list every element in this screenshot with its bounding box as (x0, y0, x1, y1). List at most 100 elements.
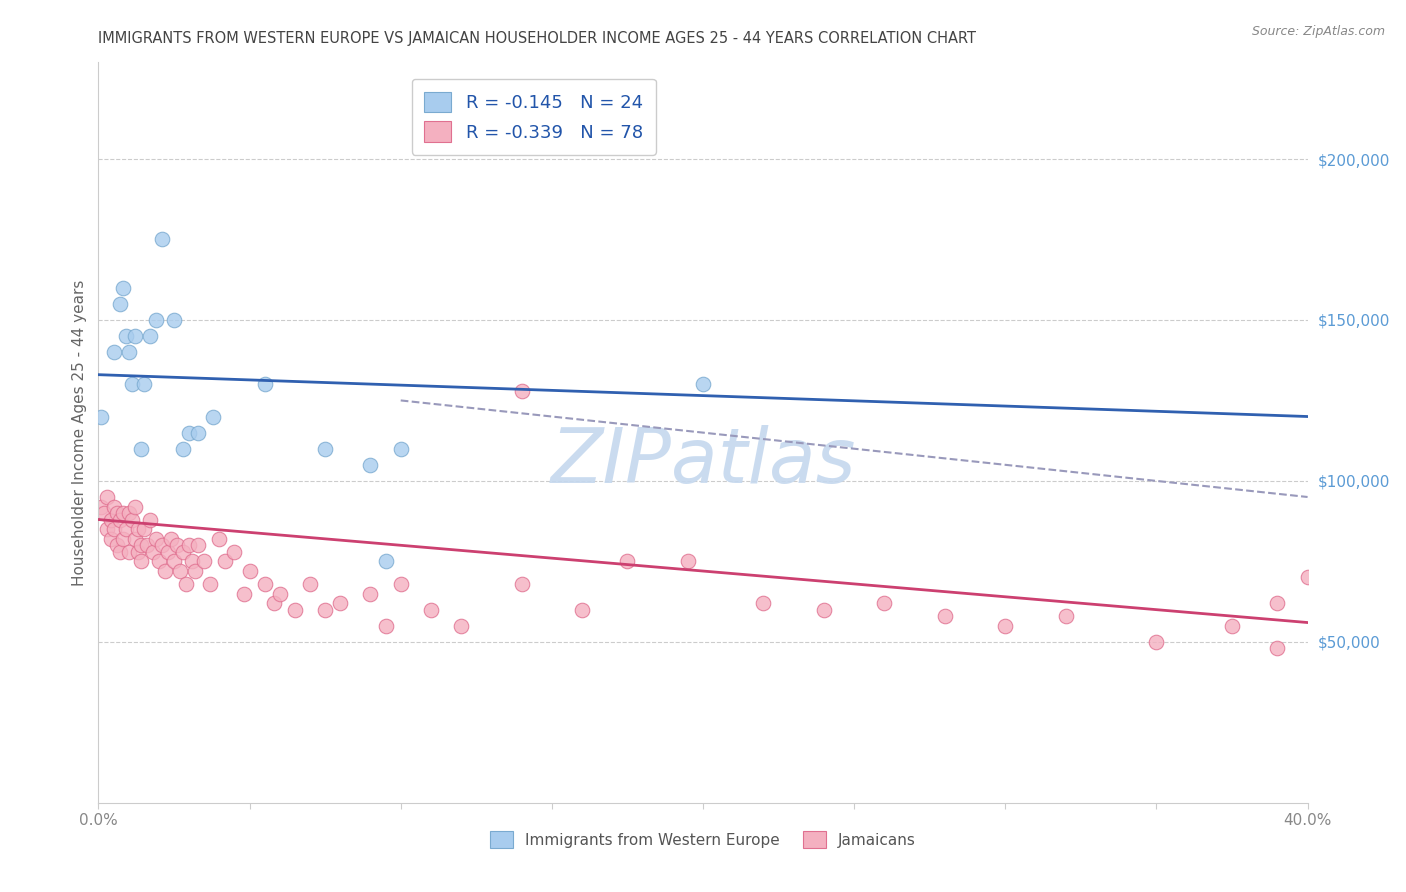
Point (510, 577, 533, 591)
Point (314, 442, 336, 456)
Point (96, 522, 118, 536)
Point (93, 506, 115, 520)
Point (692, 377, 714, 392)
Point (1220, 619, 1243, 633)
Point (105, 538, 128, 552)
Point (676, 554, 699, 568)
Point (114, 522, 136, 536)
Point (813, 602, 835, 616)
Text: IMMIGRANTS FROM WESTERN EUROPE VS JAMAICAN HOUSEHOLDER INCOME AGES 25 - 44 YEARS: IMMIGRANTS FROM WESTERN EUROPE VS JAMAIC… (98, 31, 976, 46)
Point (202, 409, 225, 424)
Point (174, 577, 197, 591)
Point (145, 532, 167, 546)
Point (124, 532, 146, 546)
Point (111, 532, 134, 546)
Point (187, 538, 209, 552)
Point (108, 545, 131, 559)
Point (179, 425, 201, 440)
Point (108, 297, 131, 311)
Point (200, 577, 222, 591)
Y-axis label: Householder Income Ages 25 - 44 years: Householder Income Ages 25 - 44 years (72, 279, 87, 586)
Point (124, 500, 146, 514)
Point (132, 377, 155, 392)
Point (105, 506, 128, 520)
Point (169, 564, 191, 578)
Point (103, 522, 125, 536)
Point (193, 554, 215, 568)
Point (172, 442, 194, 456)
Point (135, 538, 157, 552)
Point (253, 577, 276, 591)
Point (111, 281, 134, 295)
Point (90, 409, 112, 424)
Point (160, 532, 183, 546)
Point (163, 554, 186, 568)
Point (208, 532, 231, 546)
Point (616, 554, 638, 568)
Point (124, 329, 146, 343)
Point (145, 313, 167, 327)
Text: ZIPatlas: ZIPatlas (550, 425, 856, 500)
Point (1054, 609, 1077, 624)
Point (934, 609, 956, 624)
Point (100, 512, 122, 526)
Point (374, 619, 396, 633)
Point (263, 596, 285, 610)
Point (1267, 596, 1289, 610)
Point (179, 538, 201, 552)
Point (994, 619, 1017, 633)
Point (269, 586, 291, 600)
Point (100, 532, 122, 546)
Point (253, 377, 276, 392)
Point (172, 545, 194, 559)
Point (232, 586, 254, 600)
Point (118, 345, 141, 359)
Point (1296, 570, 1319, 584)
Point (127, 545, 149, 559)
Point (510, 384, 533, 398)
Point (142, 545, 165, 559)
Point (389, 442, 412, 456)
Point (1267, 641, 1289, 656)
Point (129, 538, 152, 552)
Point (150, 538, 173, 552)
Point (103, 500, 125, 514)
Point (374, 554, 396, 568)
Point (156, 545, 179, 559)
Point (314, 602, 336, 616)
Point (181, 554, 204, 568)
Point (121, 512, 143, 526)
Point (150, 232, 173, 246)
Point (299, 577, 322, 591)
Point (752, 596, 775, 610)
Point (163, 313, 186, 327)
Point (96, 490, 118, 504)
Point (329, 596, 352, 610)
Point (214, 554, 236, 568)
Point (450, 619, 472, 633)
Point (132, 522, 155, 536)
Point (360, 458, 382, 472)
Point (129, 554, 152, 568)
Point (184, 564, 207, 578)
Point (129, 442, 152, 456)
Point (166, 538, 188, 552)
Point (118, 506, 141, 520)
Point (873, 596, 896, 610)
Point (114, 329, 136, 343)
Point (420, 602, 443, 616)
Point (187, 425, 209, 440)
Point (284, 602, 307, 616)
Point (139, 512, 162, 526)
Point (118, 545, 141, 559)
Point (111, 506, 134, 520)
Point (360, 586, 382, 600)
Point (127, 522, 149, 536)
Legend: Immigrants from Western Europe, Jamaicans: Immigrants from Western Europe, Jamaican… (484, 824, 922, 855)
Point (153, 564, 176, 578)
Point (389, 577, 412, 591)
Point (121, 377, 143, 392)
Point (1144, 635, 1167, 649)
Point (103, 345, 125, 359)
Point (224, 545, 246, 559)
